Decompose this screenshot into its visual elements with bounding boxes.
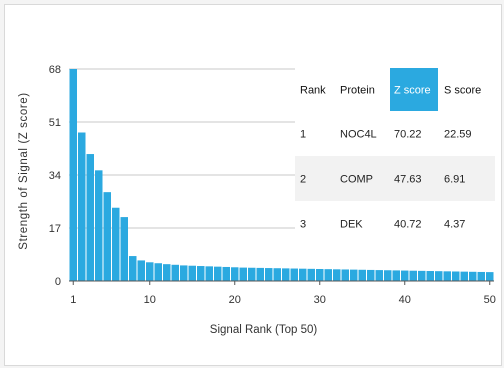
table-cell: 70.22 [394,129,422,141]
bar [112,207,120,281]
bar [282,268,290,281]
bar [443,271,451,281]
y-tick-label: 17 [49,223,61,235]
bar [435,271,443,281]
y-tick-label: 51 [49,117,61,129]
table-cell: DEK [340,219,363,231]
x-tick-label: 1 [70,294,76,306]
bar [469,271,477,281]
bar [316,268,324,281]
table-header-cell: Z score [394,85,431,97]
y-tick-label: 68 [49,64,61,76]
chart-card: 0 17 34 51 68 1 10 20 30 40 50 Signal Rank (Top 5… [4,4,502,366]
bar [239,267,247,281]
x-tick-label: 40 [399,294,411,306]
bar [180,265,188,281]
y-tick-label: 34 [49,170,61,182]
x-tick-label: 10 [144,294,156,306]
table-cell: 40.72 [394,219,422,231]
table-cell: 3 [300,219,306,231]
bar [222,266,230,281]
table-cell: 6.91 [444,174,465,186]
signal-rank-chart: 0 17 34 51 68 1 10 20 30 40 50 Signal Rank (Top 5… [18,64,496,336]
bar [367,269,375,281]
table-row-shade [295,156,495,201]
table-cell: 1 [300,129,306,141]
bars [69,69,494,281]
bar [120,217,128,281]
bar [290,268,298,281]
bar [137,260,145,281]
bar [460,271,468,281]
bar [401,270,409,281]
bar [452,271,460,281]
bar [486,272,494,281]
table-cell: 4.37 [444,219,465,231]
bar [95,170,103,281]
bar [273,268,281,281]
z-score-header-highlight [390,68,438,111]
bar [350,269,358,281]
bar [78,132,86,281]
bar [333,269,341,281]
bar [358,269,366,281]
bar [171,264,179,281]
y-tick-labels: 0 17 34 51 68 [49,64,61,288]
bar [214,266,222,281]
bar [375,270,383,281]
bar [231,267,239,281]
bar [307,268,315,281]
x-tick-label: 20 [229,294,241,306]
bar [324,269,332,281]
bar [477,271,485,281]
bar [146,262,154,281]
table-cell: 2 [300,174,306,186]
bar [163,264,171,281]
x-tick-label: 50 [484,294,496,306]
bar [129,256,137,281]
bar [188,265,196,281]
top-proteins-table: Rank Protein Z score S score 1 NOC4L 70.22 22.5… [295,68,495,246]
y-tick-label: 0 [55,276,61,288]
bar [154,263,162,281]
table-header-cell: Rank [300,85,326,97]
bar [384,270,392,281]
bar [69,69,77,281]
x-tick-labels: 1 10 20 30 40 50 [70,281,496,306]
table-header-cell: Protein [340,85,375,97]
table-cell: 47.63 [394,174,422,186]
bar [341,269,349,281]
table-cell: 22.59 [444,129,472,141]
x-tick-label: 30 [314,294,326,306]
table-cell: COMP [340,174,373,186]
y-axis-title: Strength of Signal (Z score) [18,92,30,249]
bar [299,268,307,281]
bar [426,271,434,281]
x-axis-title: Signal Rank (Top 50) [210,324,318,336]
bar [256,267,264,281]
bar [409,270,417,281]
bar [197,266,205,281]
table-cell: NOC4L [340,129,377,141]
bar [392,270,400,281]
bar [248,267,256,281]
table-header-cell: S score [444,85,481,97]
bar [418,270,426,281]
bar [103,192,111,281]
bar [265,268,273,281]
bar [86,154,94,281]
bar [205,266,213,281]
